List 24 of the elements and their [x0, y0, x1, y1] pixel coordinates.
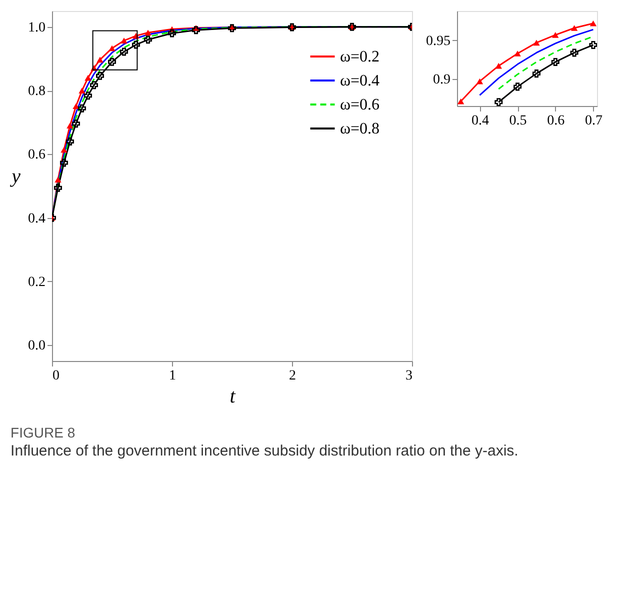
- x-tick-label: 0.4: [471, 114, 489, 128]
- y-tick-label: 1.0: [28, 20, 46, 36]
- y-tick-label: 0.0: [28, 338, 46, 354]
- x-tick-label: 0.7: [584, 114, 602, 128]
- text: FIGURE 8: [10, 424, 76, 440]
- x-tick-label: 1: [169, 368, 176, 384]
- x-tick-label: 0.5: [509, 114, 527, 128]
- y-axis-title: y: [10, 166, 21, 188]
- legend-label: ω=0.8: [340, 120, 380, 138]
- text: Influence of the government incentive subsidy distribution ratio on the y-axis.: [10, 442, 518, 460]
- y-tick-label: 0.2: [28, 274, 46, 290]
- y-tick-label: 0.95: [426, 34, 450, 49]
- x-axis-title: t: [230, 386, 236, 408]
- y-tick-label: 0.9: [433, 72, 450, 88]
- y-tick-label: 0.8: [28, 84, 46, 100]
- x-tick-label: 3: [406, 368, 412, 384]
- y-tick-label: 0.4: [28, 211, 46, 226]
- x-tick-label: 0.6: [547, 114, 565, 128]
- legend-label: ω=0.2: [340, 48, 380, 66]
- legend-label: ω=0.6: [340, 96, 380, 114]
- y-tick-label: 0.6: [28, 148, 46, 163]
- x-tick-label: 0: [52, 368, 60, 384]
- legend-label: ω=0.4: [340, 72, 380, 90]
- x-tick-label: 2: [289, 368, 296, 384]
